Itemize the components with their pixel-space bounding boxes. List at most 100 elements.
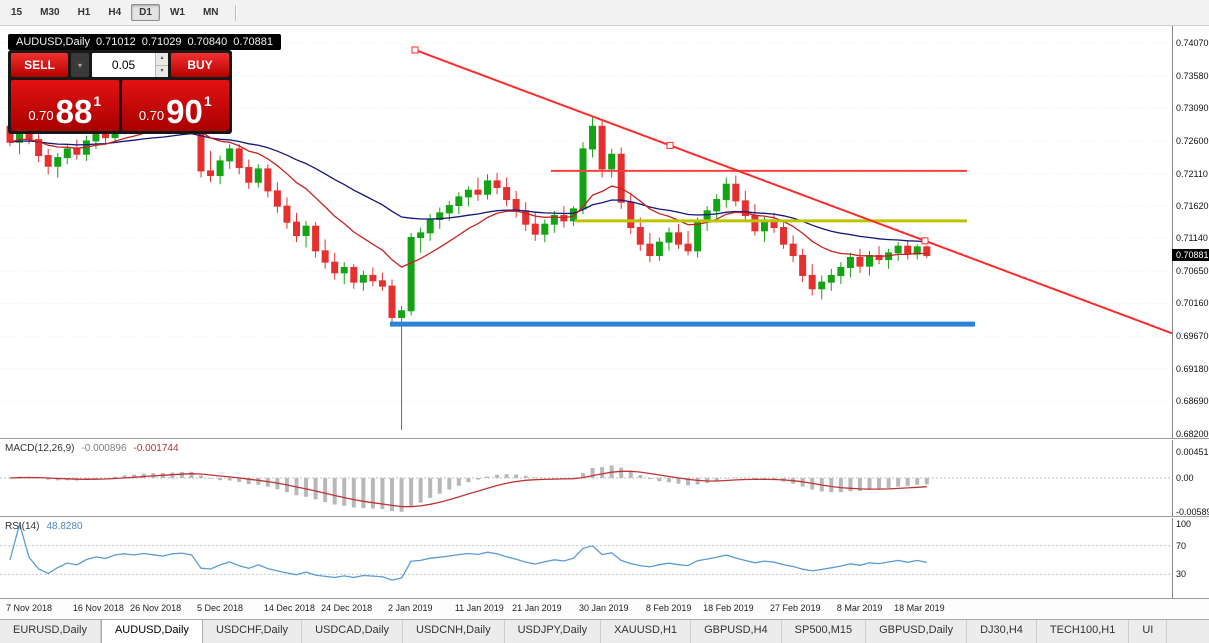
candle-body [359,274,367,283]
candle-body [312,225,320,252]
buy-price-prefix: 0.70 [138,108,165,123]
panel-resize-handle[interactable] [0,516,1209,518]
macd-axis[interactable]: 0.00451 0.00 -0.00589 [1172,440,1209,517]
rsi-label: RSI(14) 48.8280 [5,521,83,532]
timeframe-toolbar: 15 M30 H1 H4 D1 W1 MN [0,0,1209,26]
chart-tab-tech100-h1[interactable]: TECH100,H1 [1037,620,1130,643]
candle-body [713,199,721,212]
date-label: 8 Mar 2019 [836,603,883,613]
date-label: 21 Jan 2019 [512,603,562,613]
date-axis[interactable]: 7 Nov 2018 16 Nov 2018 26 Nov 2018 5 Dec 20… [0,598,1209,619]
candle-body [512,199,520,212]
rsi-axis[interactable]: 100 70 30 [1172,518,1209,598]
chevron-down-icon: ▾ [77,60,82,70]
macd-panel[interactable]: MACD(12,26,9) -0.000896 -0.001744 0.00451 0… [0,440,1209,517]
candle-body [722,183,730,201]
candle-body [445,205,453,214]
chart-tab-gbpusd-h4[interactable]: GBPUSD,H4 [691,620,782,643]
candle-body [369,274,377,282]
candle-body [904,245,912,255]
candle-body [426,219,434,234]
candle-body [254,168,262,183]
date-label: 11 Jan 2019 [454,603,504,613]
chart-tab-usdcad-daily[interactable]: USDCAD,Daily [302,620,404,643]
price-axis-label: 0.69180 [1176,363,1209,374]
candle-body [417,232,425,239]
macd-signal-value: -0.001744 [133,443,179,454]
trendline-handle[interactable] [666,141,674,149]
candle-body [923,246,931,256]
order-type-dropdown[interactable]: ▾ [71,53,89,77]
spin-up-icon[interactable]: ▴ [156,53,168,66]
candle-body [321,250,329,263]
candle-body [92,132,100,142]
macd-axis-label: -0.00589 [1176,506,1209,517]
timeframe-button-d1[interactable]: D1 [131,4,160,21]
descending-trendline[interactable] [414,49,1172,335]
sell-price-prefix: 0.70 [28,108,54,123]
candle-body [875,254,883,260]
price-axis-label: 0.70160 [1176,298,1209,309]
chart-tab-dj30-h4[interactable]: DJ30,H4 [967,620,1037,643]
candle-body [694,221,702,252]
chart-tab-usdcnh-daily[interactable]: USDCNH,Daily [403,620,505,643]
chart-tab-ui[interactable]: UI [1129,620,1168,643]
candle-body [913,246,921,255]
buy-button[interactable]: BUY [171,53,229,77]
candle-body [293,221,300,237]
chart-tab-sp500-m15[interactable]: SP500,M15 [782,620,867,643]
chart-symbol-label: AUDUSD,Daily [16,36,90,48]
buy-price-pip: 1 [203,93,212,109]
candle-body [741,200,749,217]
chart-tab-usdchf-daily[interactable]: USDCHF,Daily [203,620,303,643]
chart-tab-xauusd-h1[interactable]: XAUUSD,H1 [601,620,692,643]
volume-spinner[interactable]: ▴ ▾ [155,53,168,77]
candle-body [455,196,463,207]
price-axis-label: 0.74070 [1176,38,1209,48]
current-price-badge: 0.70881 [1172,249,1209,262]
sell-price[interactable]: 0.70 88 1 [11,80,119,131]
one-click-trade-panel: SELL ▾ 0.05 ▴ ▾ BUY 0.70 88 1 0.70 90 1 [8,50,232,134]
candlestick-chart[interactable] [0,26,1172,438]
main-chart-panel[interactable]: AUDUSD,Daily 0.71012 0.71029 0.70840 0.70881… [0,26,1209,439]
volume-input[interactable]: 0.05 ▴ ▾ [92,53,168,77]
candles-group [6,107,931,431]
rsi-axis-label: 70 [1176,540,1187,551]
rsi-value: 48.8280 [46,521,83,532]
timeframe-button-15[interactable]: 15 [11,7,23,18]
candle-body [302,225,310,237]
candle-body [780,227,788,245]
timeframe-button-mn[interactable]: MN [202,7,219,18]
chart-tab-audusd-daily[interactable]: AUDUSD,Daily [100,620,203,643]
panel-resize-handle[interactable] [0,438,1209,440]
rsi-line [9,521,927,581]
timeframe-button-w1[interactable]: W1 [169,7,185,18]
sell-button[interactable]: SELL [11,53,68,77]
price-axis[interactable]: 0.74070 0.73580 0.73090 0.72600 0.72110 0.716… [1172,26,1209,439]
price-axis-label: 0.72110 [1176,168,1208,179]
timeframe-button-h4[interactable]: H4 [108,7,122,18]
chart-tab-gbpusd-daily[interactable]: GBPUSD,Daily [866,620,968,643]
trendline-handle[interactable] [411,46,419,54]
date-label: 8 Feb 2019 [645,603,692,613]
price-axis-label: 0.72600 [1176,135,1209,146]
rsi-indicator-chart[interactable] [0,518,1172,598]
price-axis-label: 0.73580 [1176,70,1209,81]
rsi-axis-label: 30 [1176,569,1187,580]
macd-histogram [17,465,929,512]
candle-body [331,261,339,274]
candle-body [531,223,539,235]
chart-tab-eurusd-daily[interactable]: EURUSD,Daily [0,620,101,643]
macd-indicator-chart[interactable] [0,440,1172,516]
slow-ma-line [9,132,927,243]
timeframe-button-m30[interactable]: M30 [40,7,60,18]
rsi-panel[interactable]: RSI(14) 48.8280 100 70 30 [0,518,1209,598]
buy-price[interactable]: 0.70 90 1 [121,80,229,131]
trendline-handle[interactable] [921,237,929,245]
candle-body [636,227,644,245]
candle-body [464,189,472,198]
chart-tab-usdjpy-daily[interactable]: USDJPY,Daily [505,620,602,643]
timeframe-button-h1[interactable]: H1 [77,7,91,18]
spin-down-icon[interactable]: ▾ [156,65,168,77]
candle-body [617,153,625,203]
